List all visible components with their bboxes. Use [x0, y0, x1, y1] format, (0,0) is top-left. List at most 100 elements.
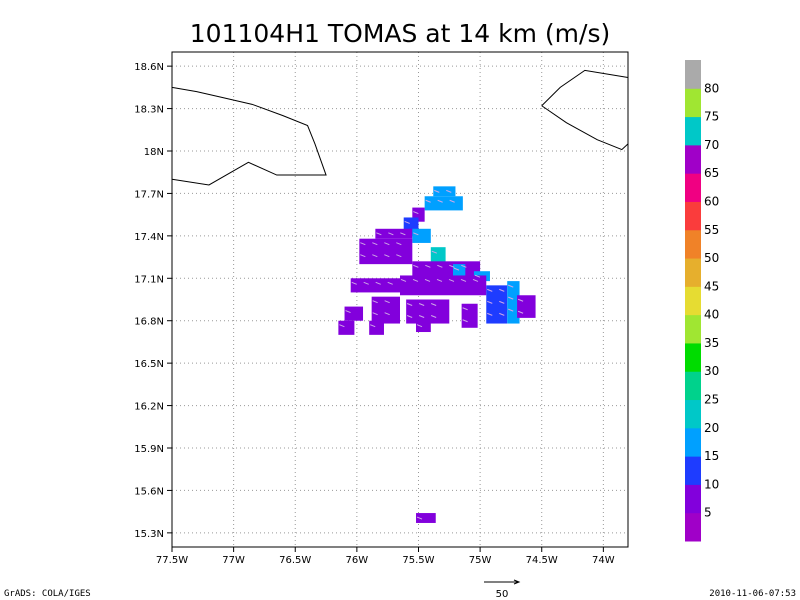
x-axis: 77.5W 77W 76.5W 76W 75.5W 75W 74.5W 74W — [156, 547, 615, 566]
wind-barb — [449, 264, 455, 268]
wind-barb — [430, 303, 437, 306]
x-tick-label: 77W — [222, 555, 245, 566]
wind-barb — [462, 307, 468, 311]
wind-barb — [400, 232, 406, 236]
wind-barb — [360, 242, 366, 246]
wind-cell — [369, 320, 384, 335]
colorbar-label: 60 — [704, 194, 719, 208]
wind-barb — [425, 264, 431, 268]
colorbar-label: 20 — [704, 421, 719, 435]
plot-frame — [171, 51, 629, 548]
wind-cell — [424, 196, 463, 211]
colorbar-swatch — [685, 144, 701, 174]
wind-barb — [418, 303, 425, 306]
colorbar-swatch — [685, 456, 701, 485]
wind-barb — [384, 312, 390, 316]
colorbar-swatch — [685, 371, 701, 401]
colorbar: 5 10 15 20 25 30 35 40 45 50 55 60 65 70 75 80 — [685, 60, 719, 542]
wind-cell — [338, 320, 355, 335]
wind-barb — [396, 242, 402, 246]
colorbar-label: 40 — [704, 308, 719, 322]
footer-left: GrADS: COLA/IGES — [4, 589, 91, 599]
wind-cell — [350, 278, 400, 293]
wind-barb — [448, 278, 455, 282]
colorbar-swatch — [685, 201, 701, 231]
x-tick-label: 76W — [346, 555, 369, 566]
wind-barb — [370, 324, 376, 328]
wind-cell — [507, 281, 520, 324]
wind-barb — [487, 300, 493, 304]
wind-barb — [437, 264, 443, 268]
wind-barb — [396, 254, 402, 258]
wind-barb — [372, 242, 378, 246]
wind-cell — [344, 306, 364, 321]
wind-barb — [400, 278, 407, 282]
colorbar-swatch — [685, 116, 701, 146]
x-tick-label: 76.5W — [279, 555, 311, 566]
wind-barb — [517, 310, 524, 314]
wind-barb — [499, 300, 505, 304]
wind-cell — [359, 238, 413, 265]
colorbar-swatch — [685, 314, 701, 344]
wind-barb — [453, 267, 460, 271]
wind-barb — [449, 199, 455, 203]
y-tick-label: 18.3N — [134, 105, 164, 116]
wind-barb — [412, 278, 419, 282]
y-tick-label: 16.5N — [134, 359, 164, 370]
y-tick-label: 16.8N — [134, 317, 164, 328]
wind-barb — [404, 221, 410, 224]
colorbar-label: 5 — [704, 506, 712, 520]
wind-barb — [372, 254, 378, 258]
colorbar-label: 10 — [704, 477, 719, 491]
colorbar-label: 35 — [704, 336, 719, 350]
wind-cell — [461, 303, 478, 328]
y-tick-label: 15.6N — [134, 486, 164, 497]
wind-barb — [446, 189, 452, 193]
chart-title: 101104H1 TOMAS at 14 km (m/s) — [190, 19, 610, 48]
reference-vector: 50 — [484, 579, 521, 600]
wind-barb — [372, 312, 378, 316]
wind-cell — [416, 320, 431, 333]
wind-barb — [431, 250, 437, 254]
x-tick-label: 75.5W — [402, 555, 434, 566]
wind-barb — [499, 312, 505, 316]
reference-vector-label: 50 — [496, 589, 509, 600]
wind-barb — [413, 211, 419, 215]
wind-barb — [375, 281, 381, 285]
reference-vector-arrowhead — [513, 579, 521, 585]
wind-barb — [360, 254, 366, 258]
wind-barb — [424, 278, 431, 282]
colorbar-swatch — [685, 512, 701, 542]
wind-barb — [517, 298, 524, 302]
coastlines — [171, 69, 629, 186]
wind-barb — [472, 278, 479, 282]
x-tick-label: 75W — [469, 555, 492, 566]
colorbar-swatch — [685, 258, 701, 287]
wind-barb — [351, 281, 357, 285]
colorbar-swatch — [685, 427, 701, 457]
y-tick-label: 16.2N — [134, 402, 164, 413]
wind-barb — [363, 281, 369, 285]
y-tick-label: 15.3N — [134, 529, 164, 540]
colorbar-swatch — [685, 173, 701, 202]
wind-barb — [376, 232, 382, 236]
coastline — [541, 69, 629, 107]
colorbar-label: 50 — [704, 251, 719, 265]
wind-barb — [508, 308, 514, 312]
wind-cell — [375, 228, 413, 239]
wind-cell — [430, 247, 446, 265]
colorbar-label: 55 — [704, 223, 719, 237]
colorbar-label: 30 — [704, 364, 719, 378]
wind-cell — [412, 228, 431, 243]
wind-barb — [508, 296, 514, 300]
wind-barb — [384, 300, 390, 304]
wind-barb — [406, 315, 413, 318]
x-tick-label: 77.5W — [156, 555, 188, 566]
wind-barb — [372, 300, 378, 304]
colorbar-swatch — [685, 88, 701, 118]
wind-barb — [474, 274, 481, 278]
colorbar-label: 75 — [704, 110, 719, 124]
wind-barb — [499, 288, 505, 292]
wind-barb — [418, 315, 425, 318]
x-tick-label: 74.5W — [526, 555, 558, 566]
